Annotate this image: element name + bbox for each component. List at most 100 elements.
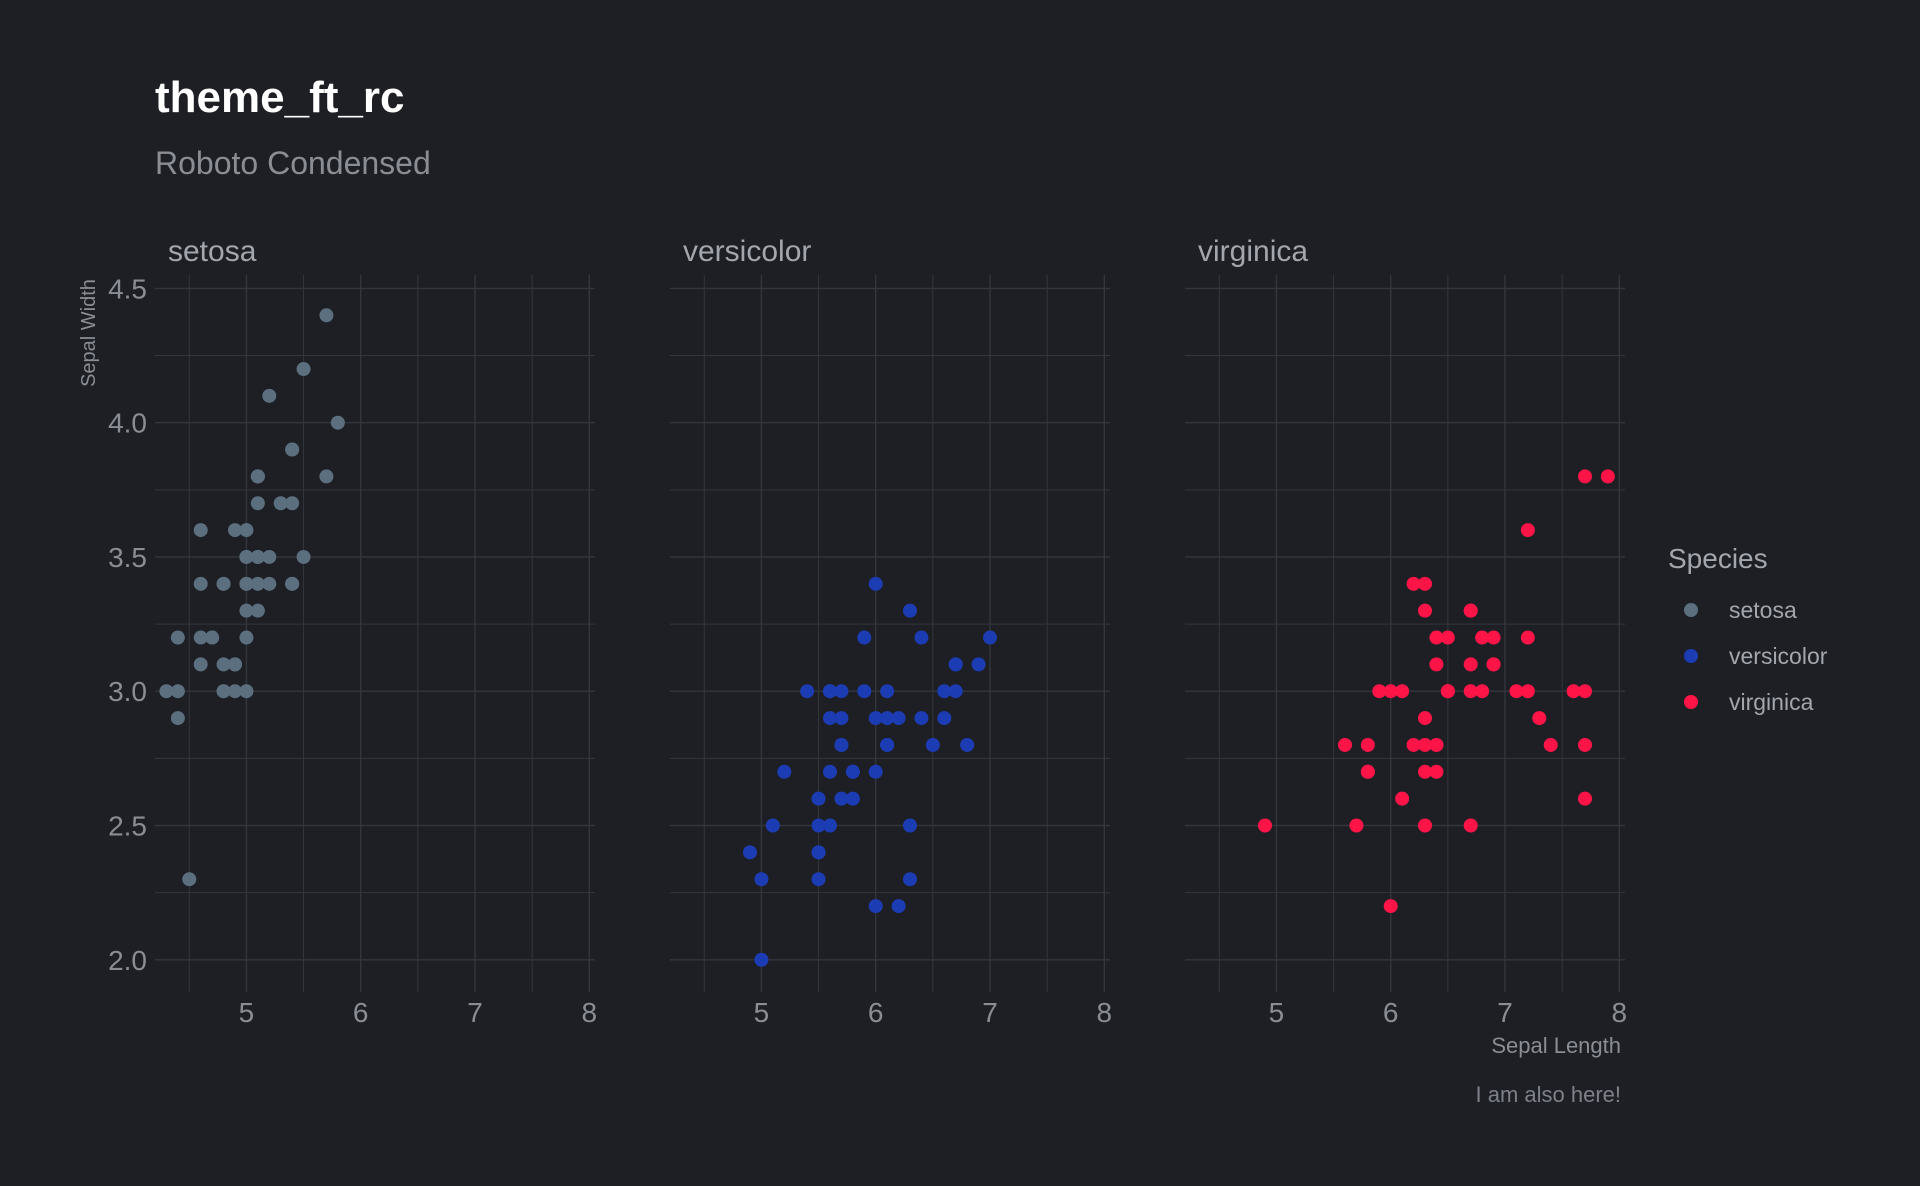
data-point-setosa [193,523,208,538]
data-point-versicolor [834,684,849,699]
facet-panel-setosa: setosa 5 6 7 8 2.0 2.5 3.0 3.5 4.0 4.5 [108,235,597,1028]
x-tick-label: 5 [754,997,770,1028]
data-point-versicolor [811,818,826,833]
data-point-versicolor [811,791,826,806]
data-point-setosa [262,549,277,564]
data-point-setosa [228,684,242,699]
data-point-virginica [1463,603,1478,618]
facet-panel-virginica: virginica 5 6 7 8 [1185,235,1627,1028]
x-tick-label: 7 [982,997,998,1028]
data-point-versicolor [834,737,849,752]
data-point-versicolor [823,684,837,699]
data-point-virginica [1406,576,1421,591]
data-point-virginica [1520,684,1535,699]
data-point-virginica [1440,630,1455,645]
data-point-setosa [296,361,311,376]
data-point-virginica [1395,684,1410,699]
data-point-versicolor [868,764,883,779]
data-point-versicolor [823,764,837,779]
data-point-setosa [250,576,265,591]
x-tick-label: 6 [353,997,369,1028]
data-point-setosa [239,549,254,564]
data-point-versicolor [754,952,769,967]
data-point-versicolor [765,818,780,833]
data-point-versicolor [800,684,815,699]
x-tick-label: 8 [1096,997,1112,1028]
data-point-setosa [239,603,254,618]
data-point-virginica [1418,737,1432,752]
data-point-versicolor [811,845,826,860]
data-point-versicolor [845,791,860,806]
y-tick-label: 3.5 [108,542,147,573]
data-point-setosa [285,442,300,457]
data-point-versicolor [834,791,849,806]
x-tick-label: 8 [1611,997,1627,1028]
data-point-setosa [319,469,334,484]
data-point-versicolor [914,630,929,645]
legend-key-virginica [1684,695,1698,709]
data-point-virginica [1440,684,1455,699]
data-point-versicolor [948,684,963,699]
chart-title: theme_ft_rc [155,73,404,122]
data-point-virginica [1360,737,1375,752]
data-point-versicolor [937,684,952,699]
data-point-virginica [1520,630,1535,645]
data-point-setosa [250,549,265,564]
data-point-virginica [1372,684,1387,699]
chart-caption: I am also here! [1475,1082,1621,1107]
data-point-setosa [170,711,185,726]
data-point-setosa [250,469,265,484]
x-tick-label: 7 [467,997,483,1028]
data-point-setosa [330,415,345,430]
x-tick-label: 6 [1383,997,1399,1028]
data-point-setosa [285,496,300,511]
y-tick-label: 3.0 [108,676,147,707]
data-point-virginica [1338,737,1352,752]
data-point-versicolor [880,737,895,752]
data-point-versicolor [960,737,975,752]
data-point-virginica [1395,791,1410,806]
data-point-versicolor [743,845,757,860]
data-point-setosa [193,576,208,591]
data-point-versicolor [868,576,883,591]
data-point-versicolor [823,818,837,833]
data-point-setosa [273,496,288,511]
data-point-setosa [193,657,208,672]
data-point-virginica [1463,657,1478,672]
data-point-setosa [228,523,242,538]
data-point-setosa [170,630,185,645]
data-point-setosa [262,388,277,403]
data-point-setosa [159,684,174,699]
legend-label-virginica: virginica [1729,689,1814,715]
data-point-versicolor [754,872,769,887]
data-point-virginica [1600,469,1615,484]
data-point-versicolor [971,657,986,672]
x-tick-label: 7 [1497,997,1513,1028]
data-point-versicolor [937,711,952,726]
legend: Species setosa versicolor virginica [1668,543,1828,715]
data-point-virginica [1463,684,1478,699]
data-point-versicolor [903,603,917,618]
data-point-versicolor [903,818,917,833]
facet-panel-versicolor: versicolor 5 6 7 8 [670,235,1112,1028]
data-point-virginica [1429,630,1444,645]
data-point-versicolor [880,711,895,726]
facet-panels: setosa 5 6 7 8 2.0 2.5 3.0 3.5 4.0 4.5 versicolor 5 6… [108,235,1627,1028]
y-tick-label: 4.5 [108,273,147,304]
data-point-setosa [205,630,220,645]
data-point-versicolor [914,711,929,726]
data-point-virginica [1566,684,1581,699]
data-point-virginica [1520,523,1535,538]
legend-key-setosa [1684,603,1698,617]
data-point-virginica [1429,737,1444,752]
data-point-versicolor [880,684,895,699]
x-tick-label: 6 [868,997,884,1028]
data-point-virginica [1418,711,1432,726]
data-point-versicolor [983,630,997,645]
data-point-virginica [1418,764,1432,779]
y-tick-label: 2.0 [108,945,147,976]
data-point-virginica [1543,737,1558,752]
data-point-setosa [228,657,242,672]
